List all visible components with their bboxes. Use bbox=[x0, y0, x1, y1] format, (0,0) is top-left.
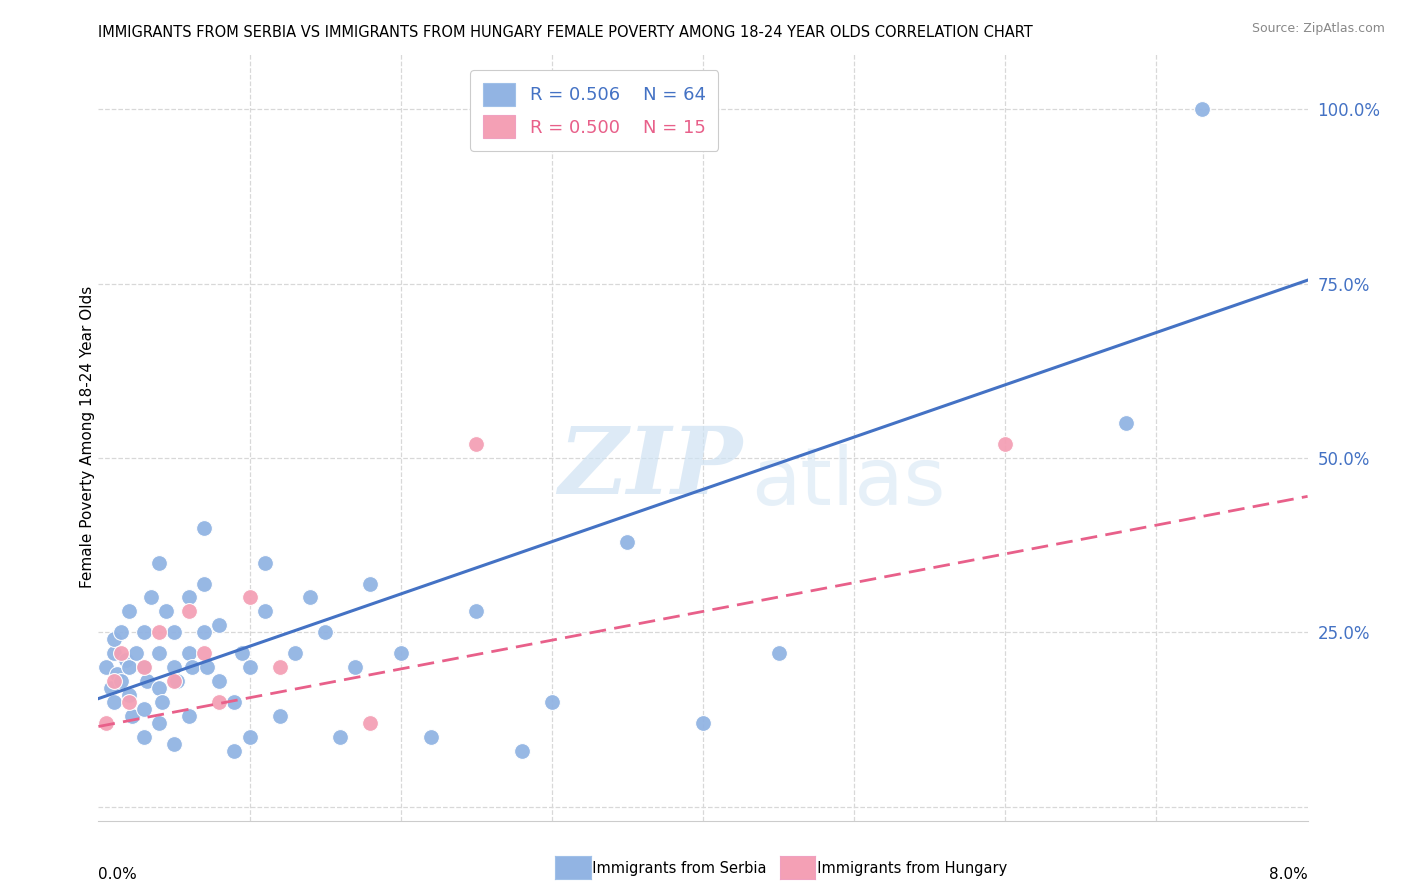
Point bbox=[181, 660, 204, 674]
Point bbox=[121, 709, 143, 723]
Point bbox=[224, 744, 246, 758]
Point bbox=[132, 702, 155, 716]
Point bbox=[389, 646, 412, 660]
Text: IMMIGRANTS FROM SERBIA VS IMMIGRANTS FROM HUNGARY FEMALE POVERTY AMONG 18-24 YEA: IMMIGRANTS FROM SERBIA VS IMMIGRANTS FRO… bbox=[98, 25, 1033, 40]
Point bbox=[135, 674, 157, 689]
Point bbox=[208, 674, 231, 689]
Point bbox=[193, 625, 215, 640]
Text: Source: ZipAtlas.com: Source: ZipAtlas.com bbox=[1251, 22, 1385, 36]
Point bbox=[148, 681, 170, 695]
Point bbox=[1115, 416, 1137, 430]
Point bbox=[163, 674, 186, 689]
Point bbox=[253, 604, 276, 618]
Point bbox=[148, 625, 170, 640]
Point bbox=[179, 591, 201, 605]
Point bbox=[163, 737, 186, 751]
Point bbox=[103, 674, 125, 689]
Point bbox=[94, 660, 117, 674]
Point bbox=[465, 437, 488, 451]
Point bbox=[269, 709, 291, 723]
Point bbox=[166, 674, 188, 689]
Point bbox=[195, 660, 218, 674]
Point bbox=[208, 695, 231, 709]
Point bbox=[179, 709, 201, 723]
Point bbox=[239, 591, 262, 605]
Text: ZIP: ZIP bbox=[558, 423, 742, 513]
Point bbox=[132, 660, 155, 674]
Point bbox=[148, 716, 170, 731]
Point bbox=[193, 576, 215, 591]
Point bbox=[118, 660, 141, 674]
Text: Immigrants from Hungary: Immigrants from Hungary bbox=[808, 862, 1008, 876]
Point bbox=[314, 625, 336, 640]
Point bbox=[103, 632, 125, 647]
Point bbox=[132, 660, 155, 674]
Point bbox=[141, 591, 163, 605]
Point bbox=[360, 716, 382, 731]
Point bbox=[148, 646, 170, 660]
Point bbox=[344, 660, 367, 674]
Y-axis label: Female Poverty Among 18-24 Year Olds: Female Poverty Among 18-24 Year Olds bbox=[80, 286, 94, 588]
Point bbox=[179, 646, 201, 660]
Point bbox=[105, 667, 128, 681]
Point bbox=[1191, 103, 1213, 117]
Point bbox=[103, 646, 125, 660]
Point bbox=[118, 688, 141, 702]
Point bbox=[768, 646, 790, 660]
Point bbox=[239, 730, 262, 744]
Point bbox=[150, 695, 173, 709]
Point bbox=[118, 604, 141, 618]
Point bbox=[465, 604, 488, 618]
Point bbox=[224, 695, 246, 709]
Text: atlas: atlas bbox=[751, 444, 946, 522]
Point bbox=[360, 576, 382, 591]
Text: Immigrants from Serbia: Immigrants from Serbia bbox=[583, 862, 768, 876]
Point bbox=[616, 534, 638, 549]
Point bbox=[193, 646, 215, 660]
Legend: R = 0.506    N = 64, R = 0.500    N = 15: R = 0.506 N = 64, R = 0.500 N = 15 bbox=[470, 70, 718, 151]
Point bbox=[163, 625, 186, 640]
Point bbox=[231, 646, 253, 660]
Point bbox=[239, 660, 262, 674]
Point bbox=[103, 695, 125, 709]
Point bbox=[110, 625, 132, 640]
Point bbox=[163, 660, 186, 674]
Point bbox=[692, 716, 714, 731]
Point bbox=[110, 674, 132, 689]
Point bbox=[299, 591, 322, 605]
Point bbox=[253, 556, 276, 570]
Point bbox=[269, 660, 291, 674]
Point bbox=[540, 695, 562, 709]
Point bbox=[100, 681, 122, 695]
Point bbox=[329, 730, 352, 744]
Text: 8.0%: 8.0% bbox=[1268, 867, 1308, 881]
Point bbox=[132, 625, 155, 640]
Text: 0.0%: 0.0% bbox=[98, 867, 138, 881]
Point bbox=[994, 437, 1017, 451]
Point bbox=[155, 604, 177, 618]
Point bbox=[94, 716, 117, 731]
Point bbox=[420, 730, 443, 744]
Point bbox=[148, 556, 170, 570]
Point bbox=[179, 604, 201, 618]
Point bbox=[193, 521, 215, 535]
Point bbox=[132, 730, 155, 744]
Point bbox=[110, 646, 132, 660]
Point bbox=[118, 695, 141, 709]
Point bbox=[208, 618, 231, 632]
Point bbox=[510, 744, 533, 758]
Point bbox=[114, 653, 136, 667]
Point bbox=[125, 646, 148, 660]
Point bbox=[284, 646, 307, 660]
